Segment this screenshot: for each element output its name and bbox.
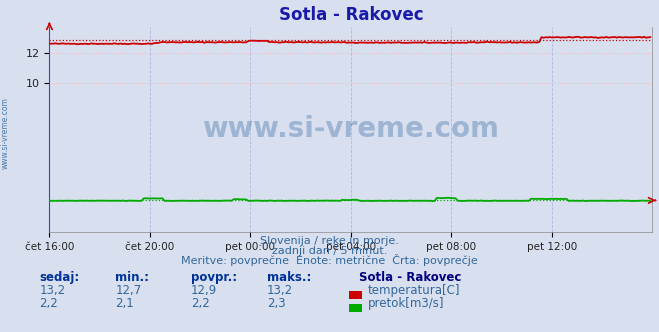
Text: maks.:: maks.: (267, 271, 311, 284)
Text: www.si-vreme.com: www.si-vreme.com (202, 116, 500, 143)
Text: www.si-vreme.com: www.si-vreme.com (1, 97, 10, 169)
Text: 2,2: 2,2 (191, 297, 210, 310)
Text: 13,2: 13,2 (40, 284, 66, 297)
Text: pretok[m3/s]: pretok[m3/s] (368, 297, 444, 310)
Text: povpr.:: povpr.: (191, 271, 237, 284)
Text: temperatura[C]: temperatura[C] (368, 284, 460, 297)
Title: Sotla - Rakovec: Sotla - Rakovec (279, 6, 423, 24)
Text: zadnji dan / 5 minut.: zadnji dan / 5 minut. (272, 246, 387, 256)
Text: 12,9: 12,9 (191, 284, 217, 297)
Text: 2,1: 2,1 (115, 297, 134, 310)
Text: 2,2: 2,2 (40, 297, 58, 310)
Text: Meritve: povprečne  Enote: metrične  Črta: povprečje: Meritve: povprečne Enote: metrične Črta:… (181, 254, 478, 266)
Text: sedaj:: sedaj: (40, 271, 80, 284)
Text: Slovenija / reke in morje.: Slovenija / reke in morje. (260, 236, 399, 246)
Text: Sotla - Rakovec: Sotla - Rakovec (359, 271, 461, 284)
Text: 13,2: 13,2 (267, 284, 293, 297)
Text: 12,7: 12,7 (115, 284, 142, 297)
Text: 2,3: 2,3 (267, 297, 285, 310)
Text: min.:: min.: (115, 271, 150, 284)
